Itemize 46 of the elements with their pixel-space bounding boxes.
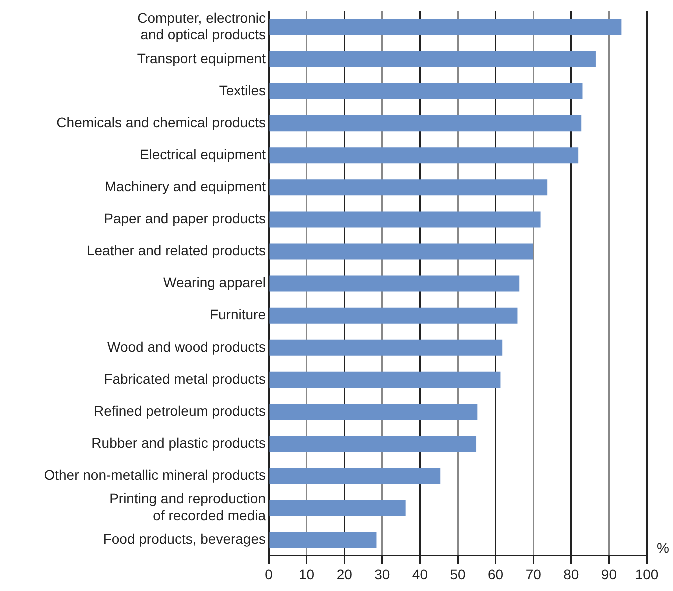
bar bbox=[270, 532, 377, 548]
bar bbox=[270, 19, 622, 36]
y-tick-label: Electrical equipment bbox=[140, 146, 266, 162]
x-tick-label: 60 bbox=[488, 566, 504, 582]
x-tick-label: 80 bbox=[564, 566, 580, 582]
bar bbox=[270, 180, 548, 196]
y-tick-label: Furniture bbox=[210, 306, 266, 323]
x-tick-label: 70 bbox=[526, 566, 542, 582]
y-tick-label: Transport equipment bbox=[137, 50, 266, 66]
bar bbox=[270, 212, 541, 228]
bar bbox=[270, 148, 579, 164]
x-axis-title: % bbox=[657, 540, 670, 556]
x-tick-label: 100 bbox=[635, 566, 659, 582]
bar bbox=[270, 500, 406, 516]
bar bbox=[270, 308, 518, 324]
x-tick-label: 90 bbox=[601, 566, 618, 582]
bar bbox=[270, 436, 477, 452]
x-tick-label: 40 bbox=[412, 566, 428, 582]
x-tick-label: 20 bbox=[336, 566, 353, 582]
y-tick-label: Printing and reproduction of recorded media bbox=[110, 490, 266, 524]
bar bbox=[270, 372, 501, 388]
y-tick-label: Refined petroleum products bbox=[94, 402, 266, 419]
x-tick-label: 30 bbox=[374, 566, 390, 582]
y-tick-label: Fabricated metal products bbox=[104, 370, 266, 387]
y-tick-label: Textiles bbox=[219, 82, 266, 98]
bar bbox=[270, 244, 534, 260]
bar bbox=[270, 84, 583, 100]
x-tick-label: 50 bbox=[450, 566, 466, 582]
y-tick-label: Wearing apparel bbox=[164, 274, 266, 291]
bar bbox=[270, 116, 582, 132]
y-tick-label: Leather and related products bbox=[86, 242, 266, 259]
bar bbox=[270, 276, 520, 292]
y-tick-label: Food products, beverages bbox=[103, 531, 266, 548]
bar bbox=[270, 404, 478, 420]
y-tick-label: Other non-metallic mineral products bbox=[44, 466, 266, 483]
x-tick-label: 10 bbox=[299, 566, 315, 582]
bar bbox=[270, 51, 596, 68]
y-tick-label: Rubber and plastic products bbox=[92, 434, 266, 451]
y-tick-label: Machinery and equipment bbox=[104, 178, 266, 195]
x-tick-label: 0 bbox=[265, 566, 274, 582]
y-tick-label: Computer, electronic and optical products bbox=[138, 10, 266, 43]
bar bbox=[270, 340, 503, 356]
y-tick-label: Wood and wood products bbox=[107, 338, 266, 355]
y-tick-label: Chemicals and chemical products bbox=[56, 114, 266, 130]
bar bbox=[270, 468, 441, 484]
y-tick-label: Paper and paper products bbox=[104, 210, 266, 227]
